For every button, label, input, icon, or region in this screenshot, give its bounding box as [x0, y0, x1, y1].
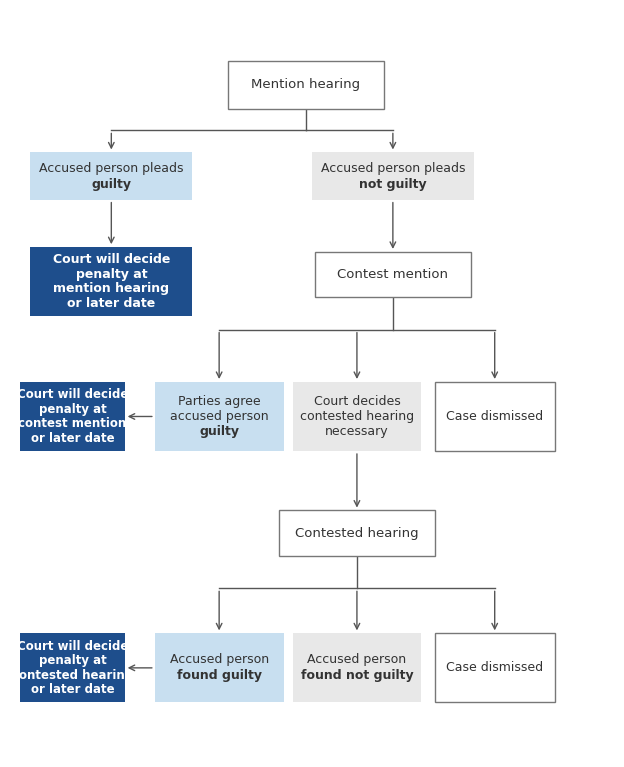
- FancyBboxPatch shape: [20, 634, 125, 703]
- Text: Case dismissed: Case dismissed: [446, 410, 544, 423]
- FancyBboxPatch shape: [228, 61, 384, 109]
- Text: Mention hearing: Mention hearing: [251, 78, 361, 91]
- Text: Court will decide: Court will decide: [52, 253, 170, 266]
- FancyBboxPatch shape: [293, 634, 421, 703]
- Text: found guilty: found guilty: [177, 670, 261, 683]
- FancyBboxPatch shape: [312, 153, 474, 199]
- Text: Accused person: Accused person: [170, 653, 269, 667]
- Text: guilty: guilty: [199, 425, 239, 437]
- Text: not guilty: not guilty: [359, 177, 427, 190]
- Text: Contested hearing: Contested hearing: [295, 527, 419, 539]
- Text: Court will decide: Court will decide: [17, 388, 128, 401]
- FancyBboxPatch shape: [279, 511, 435, 555]
- Text: contest mention: contest mention: [18, 417, 127, 430]
- Text: guilty: guilty: [91, 177, 131, 190]
- Text: accused person: accused person: [170, 410, 268, 423]
- Text: necessary: necessary: [325, 425, 389, 437]
- Text: Accused person pleads: Accused person pleads: [321, 162, 465, 175]
- Text: or later date: or later date: [67, 297, 155, 310]
- FancyBboxPatch shape: [155, 634, 283, 703]
- FancyBboxPatch shape: [315, 252, 470, 297]
- Text: penalty at: penalty at: [39, 654, 106, 667]
- Text: Accused person pleads: Accused person pleads: [39, 162, 183, 175]
- Text: contested hearing: contested hearing: [300, 410, 414, 423]
- Text: or later date: or later date: [31, 683, 114, 696]
- Text: Parties agree: Parties agree: [178, 396, 260, 408]
- Text: mention hearing: mention hearing: [53, 282, 169, 295]
- Text: contested hearing: contested hearing: [12, 669, 133, 682]
- Text: or later date: or later date: [31, 432, 114, 445]
- Text: Court will decide: Court will decide: [17, 640, 128, 653]
- FancyBboxPatch shape: [31, 153, 192, 199]
- FancyBboxPatch shape: [31, 247, 192, 316]
- Text: penalty at: penalty at: [39, 403, 106, 416]
- FancyBboxPatch shape: [293, 382, 421, 451]
- Text: penalty at: penalty at: [76, 268, 147, 281]
- FancyBboxPatch shape: [20, 382, 125, 451]
- Text: Accused person: Accused person: [308, 653, 406, 667]
- Text: Contest mention: Contest mention: [338, 268, 449, 281]
- FancyBboxPatch shape: [435, 382, 555, 451]
- Text: found not guilty: found not guilty: [301, 670, 413, 683]
- Text: Case dismissed: Case dismissed: [446, 661, 544, 674]
- FancyBboxPatch shape: [435, 634, 555, 703]
- FancyBboxPatch shape: [155, 382, 283, 451]
- Text: Court decides: Court decides: [313, 396, 401, 408]
